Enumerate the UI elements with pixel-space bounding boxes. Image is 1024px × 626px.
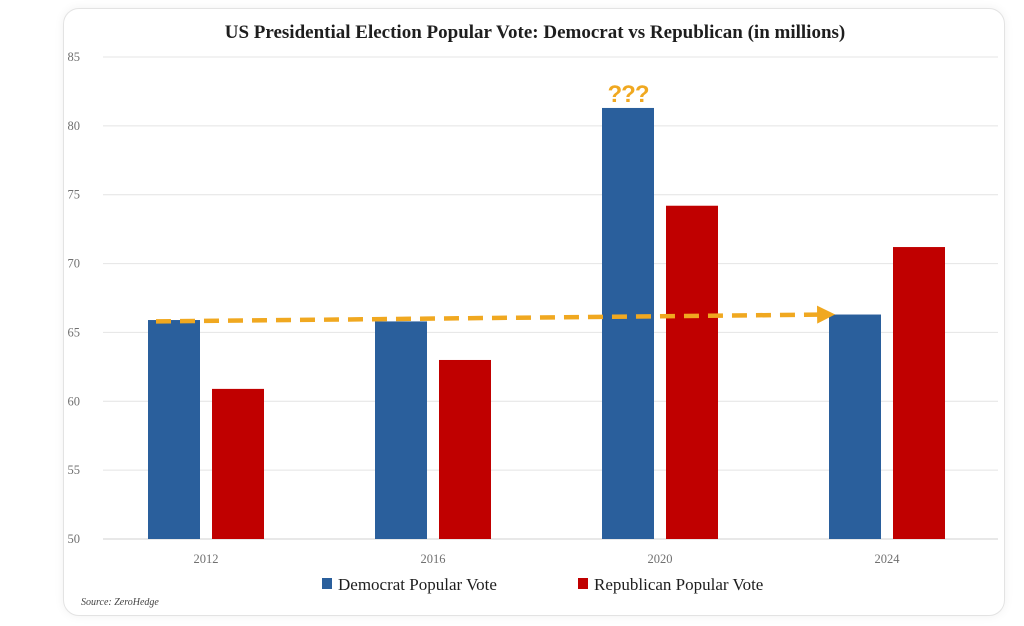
chart-frame: US Presidential Election Popular Vote: D… bbox=[63, 8, 1005, 616]
y-tick-label: 50 bbox=[68, 532, 81, 546]
legend: Democrat Popular Vote Republican Popular… bbox=[322, 575, 763, 594]
bar-democrat-2016 bbox=[375, 321, 427, 539]
x-tick-label: 2012 bbox=[194, 552, 219, 566]
x-tick-label: 2024 bbox=[875, 552, 901, 566]
bar-republican-2012 bbox=[212, 388, 264, 539]
source-note: Source: ZeroHedge bbox=[81, 597, 159, 608]
legend-label-democrat: Democrat Popular Vote bbox=[338, 575, 497, 594]
chart-title: US Presidential Election Popular Vote: D… bbox=[225, 22, 846, 43]
question-marks-annotation: ??? bbox=[608, 81, 649, 108]
bar-democrat-2020 bbox=[602, 107, 654, 539]
x-tick-label: 2020 bbox=[648, 552, 673, 566]
legend-label-republican: Republican Popular Vote bbox=[594, 575, 763, 594]
y-tick-label: 65 bbox=[68, 325, 81, 339]
y-tick-label: 80 bbox=[68, 119, 81, 133]
bar-republican-2020 bbox=[666, 205, 718, 539]
annotations: ??? bbox=[155, 81, 836, 324]
legend-swatch-democrat bbox=[322, 578, 332, 589]
bar-democrat-2012 bbox=[148, 320, 200, 539]
bar-chart: US Presidential Election Popular Vote: D… bbox=[68, 22, 998, 608]
y-tick-label: 85 bbox=[68, 50, 81, 64]
y-tick-label: 55 bbox=[68, 463, 81, 477]
bars bbox=[148, 107, 945, 539]
trend-arrow bbox=[155, 305, 836, 324]
y-tick-label: 60 bbox=[68, 394, 81, 408]
bar-democrat-2024 bbox=[829, 314, 881, 539]
x-axis-ticks: 2012 2016 2020 2024 bbox=[194, 552, 901, 566]
legend-swatch-republican bbox=[578, 578, 588, 589]
y-axis-ticks: 50 55 60 65 70 75 80 85 bbox=[68, 50, 81, 546]
x-tick-label: 2016 bbox=[421, 552, 446, 566]
y-tick-label: 75 bbox=[68, 188, 81, 202]
bar-republican-2024 bbox=[893, 247, 945, 539]
bar-republican-2016 bbox=[439, 359, 491, 539]
y-tick-label: 70 bbox=[68, 257, 81, 271]
